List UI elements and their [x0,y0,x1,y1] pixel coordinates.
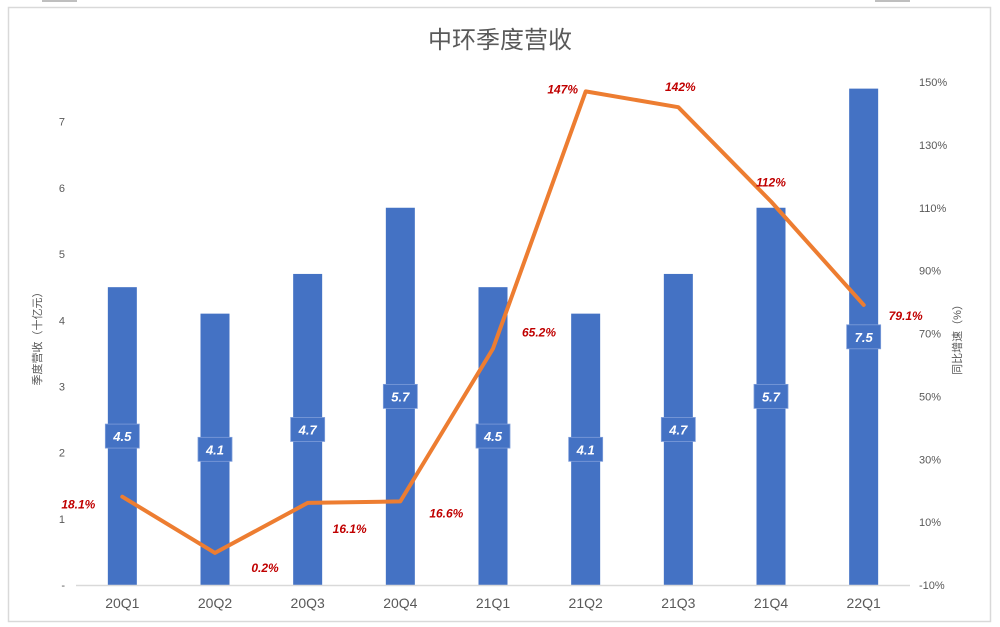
bar-label-box [846,324,882,350]
x-category-label: 21Q2 [569,595,603,611]
y-right-tick-label: 110% [919,203,947,215]
x-category-label: 20Q4 [383,595,417,611]
line-label-21Q2: 147% [547,82,578,96]
resize-handle-left[interactable] [42,0,77,2]
line-label-20Q3: 16.1% [333,522,367,536]
line-label-21Q1: 65.2% [522,326,556,340]
bar-label-text: 4.7 [298,422,318,437]
bar-label-text: 4.7 [668,422,688,437]
y-right-tick-label: 90% [919,266,941,278]
line-label-20Q2: 0.2% [251,561,279,575]
y-right-tick-label: -10% [919,580,945,592]
y-left-tick-label: - [61,580,65,592]
line-label-22Q1: 79.1% [889,309,923,323]
bar-label-21Q2: 4.1 [568,436,604,462]
growth-line [120,89,866,555]
x-category-label: 20Q2 [198,595,232,611]
line-label-21Q3: 142% [665,80,696,94]
bar-label-box [197,436,233,462]
bar-label-text: 7.5 [855,330,874,345]
bar-label-box [568,436,604,462]
bar-label-box [475,423,511,449]
line-label-20Q4: 16.6% [429,506,463,520]
bar-label-22Q1: 7.5 [846,324,882,350]
bar-label-box [104,423,140,449]
y-left-tick-label: 2 [59,448,65,460]
bar-data-labels: 4.5 4.1 4.7 5.7 4.5 4.1 4.7 5.7 7.5 [104,324,882,462]
x-category-label: 22Q1 [847,595,881,611]
bar-label-20Q2: 4.1 [197,436,233,462]
bar-label-21Q1: 4.5 [475,423,511,449]
bar-label-box [290,417,326,442]
y-right-tick-label: 130% [919,140,947,152]
bar-label-box [382,383,418,409]
line-label-21Q4: 112% [756,175,786,189]
bar-label-20Q3: 4.7 [290,417,326,442]
bar-label-text: 4.1 [576,442,595,457]
y-left-tick-label: 6 [59,183,65,195]
bar-label-box [660,417,696,442]
line-series-yoy-growth [120,89,866,555]
x-category-label: 20Q3 [291,595,325,611]
chart-title: 中环季度营收 [428,27,572,54]
y-right-tick-label: 70% [919,329,941,341]
bar-label-text: 4.1 [205,442,224,457]
x-category-label: 21Q1 [476,595,510,611]
line-label-20Q1: 18.1% [61,498,95,512]
bar-label-text: 4.5 [483,429,503,444]
bar-label-text: 5.7 [762,389,781,404]
x-category-label: 20Q1 [105,595,139,611]
line-data-labels: 18.1% 0.2% 16.1% 16.6% 65.2% 147% 142% 112% 79.1… [61,80,923,575]
y-right-tick-label: 150% [919,77,947,89]
bar-label-box [753,383,789,409]
y-left-tick-label: 5 [59,249,65,261]
y-left-tick-label: 7 [59,117,65,129]
y-axis-left: - 1 2 3 4 5 6 7 [59,117,65,592]
y-right-tick-label: 50% [919,391,941,403]
y-left-tick-label: 1 [59,514,65,526]
x-category-label: 21Q4 [754,595,788,611]
y-right-tick-label: 30% [919,454,941,466]
bar-label-20Q1: 4.5 [104,423,140,449]
x-axis-categories: 20Q1 20Q2 20Q3 20Q4 21Q1 21Q2 21Q3 21Q4 22Q1 [105,595,881,611]
resize-handle-right[interactable] [875,0,910,2]
y-axis-left-title: 季度营收（十亿元） [30,287,44,386]
bar-label-21Q4: 5.7 [753,383,789,409]
bar-label-21Q3: 4.7 [660,417,696,442]
y-right-tick-label: 10% [919,517,941,529]
y-axis-right-title: 同比增速（%） [950,299,964,375]
y-left-tick-label: 3 [59,381,65,393]
x-category-label: 21Q3 [661,595,695,611]
y-axis-right: -10% 10% 30% 50% 70% 90% 110% 130% 150% [919,77,947,592]
bar-label-20Q4: 5.7 [382,383,418,409]
y-left-tick-label: 4 [59,315,65,327]
bar-label-text: 5.7 [391,389,410,404]
bar-label-text: 4.5 [112,429,132,444]
